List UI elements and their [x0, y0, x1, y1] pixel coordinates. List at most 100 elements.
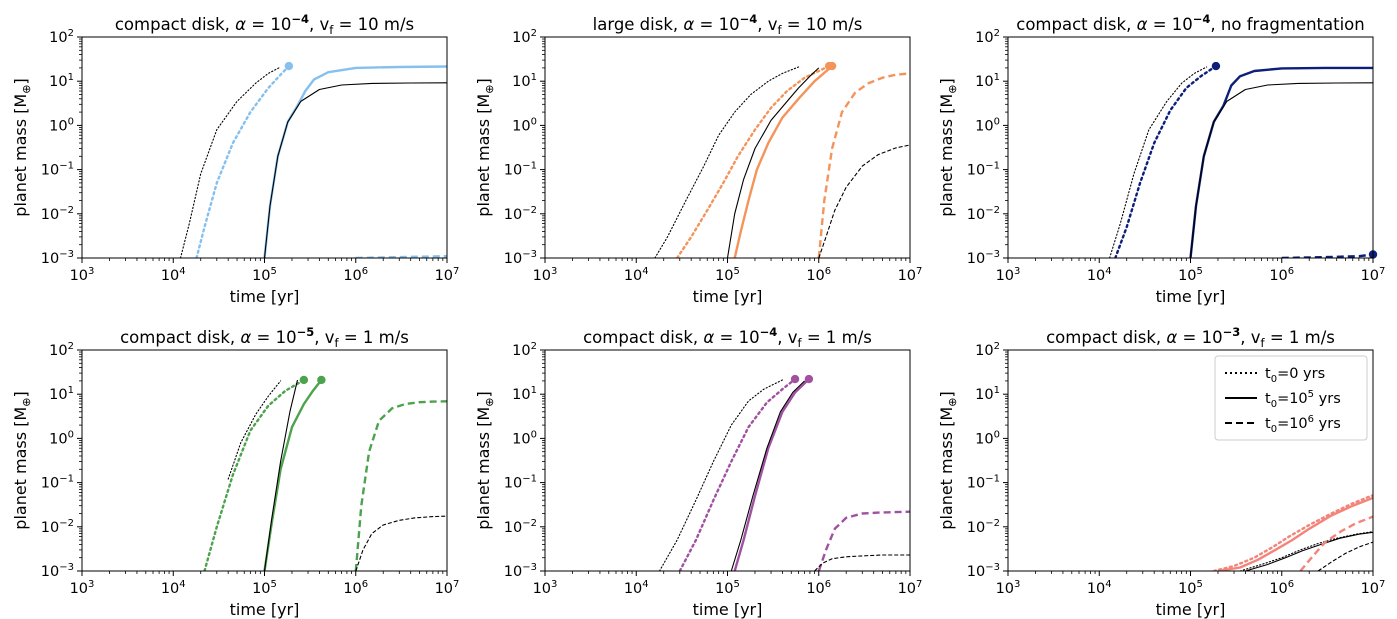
subplot-title: compact disk, α = 10−4, no fragmentation: [1016, 12, 1365, 34]
text-part: 10: [504, 476, 522, 492]
text-part: 10: [41, 251, 59, 267]
text-part: planet mass [M: [937, 407, 956, 530]
text-part: 10: [533, 268, 551, 284]
text-part: 0: [531, 116, 537, 127]
text-part: 10: [996, 581, 1014, 597]
y-axis-label: planet mass [M⊕]: [474, 391, 496, 529]
text-part: = 1 m/s: [1265, 328, 1335, 347]
text-part: −3: [59, 562, 74, 573]
subplot-title: compact disk, α = 10−4, vf = 10 m/s: [115, 12, 414, 37]
text-part: ⊕: [946, 398, 959, 407]
text-part: , v: [1240, 328, 1260, 347]
text-part: = 10 m/s: [333, 15, 414, 34]
x-tick-label: 107: [435, 579, 460, 597]
text-part: −1: [59, 474, 74, 485]
text-part: 10: [1269, 268, 1287, 284]
series-line-solid-reference: [1189, 82, 1373, 258]
series-group: [203, 378, 447, 571]
text-part: compact disk,: [1016, 15, 1136, 34]
axes-frame: [81, 36, 448, 259]
text-part: 10: [898, 268, 916, 284]
text-part: 1: [531, 72, 537, 83]
text-part: 10: [161, 581, 179, 597]
text-part: 0: [68, 429, 74, 440]
text-part: 10: [806, 268, 824, 284]
text-part: −1: [522, 161, 537, 172]
text-part: −4: [291, 12, 309, 26]
y-tick-label: 10−1: [41, 474, 74, 492]
y-axis-label: planet mass [M⊕]: [11, 391, 33, 529]
text-part: =10: [1277, 416, 1308, 432]
x-tick-label: 106: [1269, 266, 1294, 284]
text-part: 10: [512, 343, 530, 359]
text-part: 10: [435, 581, 453, 597]
text-part: planet mass [M: [11, 94, 30, 217]
text-part: = 10: [246, 15, 291, 34]
y-tick-label: 100: [49, 116, 74, 134]
series-line-dashed: [1281, 253, 1373, 258]
text-part: yrs: [1314, 391, 1341, 407]
text-part: ]: [937, 78, 956, 84]
series-group: [179, 64, 447, 258]
text-part: ]: [11, 391, 30, 397]
text-part: α: [703, 328, 714, 347]
series-line-dotted: [195, 64, 291, 258]
text-part: 10: [967, 163, 985, 179]
axes-frame: [81, 349, 448, 572]
text-part: 10: [504, 251, 522, 267]
text-part: 10: [715, 581, 733, 597]
text-part: 10: [1087, 268, 1105, 284]
x-axis-label: time [yr]: [230, 287, 300, 306]
x-axis-label: time [yr]: [693, 287, 763, 306]
text-part: 3: [1014, 266, 1020, 277]
series-line-dotted-reference: [658, 379, 783, 571]
text-part: 10: [996, 268, 1014, 284]
text-part: 0: [68, 116, 74, 127]
y-tick-label: 101: [512, 72, 537, 90]
text-part: f: [798, 336, 803, 350]
text-part: 7: [453, 266, 459, 277]
text-part: 10: [504, 564, 522, 580]
text-part: compact disk,: [115, 15, 235, 34]
series-line-dashed-reference: [818, 144, 910, 258]
text-part: 10: [41, 476, 59, 492]
y-tick-label: 101: [975, 72, 1000, 90]
text-part: f: [778, 23, 783, 37]
x-tick-label: 103: [70, 266, 95, 284]
y-tick-label: 100: [975, 429, 1000, 447]
text-part: t: [1265, 391, 1271, 407]
text-part: 10: [1178, 581, 1196, 597]
text-part: 10: [49, 431, 67, 447]
text-part: 10: [343, 268, 361, 284]
text-part: −1: [985, 474, 1000, 485]
y-tick-label: 10−3: [967, 249, 1000, 267]
text-part: 10: [975, 74, 993, 90]
y-tick-label: 101: [975, 385, 1000, 403]
text-part: 4: [1105, 579, 1111, 590]
text-part: planet mass [M: [474, 407, 493, 530]
series-line-solid-reference: [263, 379, 299, 571]
series-line-dashed: [817, 72, 910, 258]
text-part: 6: [1308, 414, 1314, 425]
text-part: 10: [967, 207, 985, 223]
text-part: −2: [522, 205, 537, 216]
text-part: f: [329, 23, 334, 37]
y-tick-label: 102: [975, 341, 1000, 359]
text-part: 10: [967, 520, 985, 536]
text-part: 7: [1379, 579, 1385, 590]
y-tick-label: 10−3: [41, 562, 74, 580]
text-part: 10: [967, 476, 985, 492]
series-line-solid: [263, 65, 447, 258]
text-part: −3: [59, 249, 74, 260]
text-part: −3: [522, 562, 537, 573]
text-part: 1: [531, 385, 537, 396]
text-part: 10: [806, 581, 824, 597]
text-part: −4: [760, 325, 778, 339]
text-part: 2: [531, 28, 537, 39]
x-tick-label: 106: [343, 579, 368, 597]
text-part: 10: [975, 30, 993, 46]
y-tick-label: 10−3: [41, 249, 74, 267]
text-part: α: [240, 328, 251, 347]
y-tick-label: 101: [49, 385, 74, 403]
text-part: 4: [642, 266, 648, 277]
